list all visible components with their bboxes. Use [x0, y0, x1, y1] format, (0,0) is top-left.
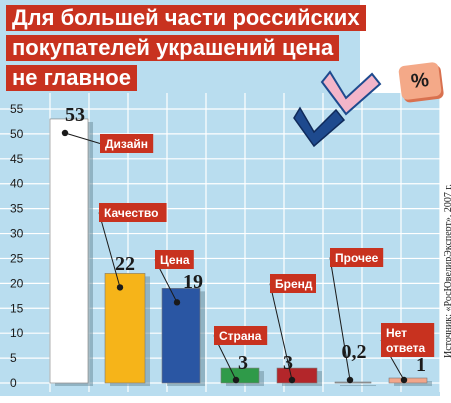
bar-shadow — [394, 381, 432, 386]
category-label: Страна — [219, 329, 262, 343]
category-label-box — [155, 250, 194, 269]
category-label: Бренд — [275, 277, 313, 291]
category-labels: Дизайн Качество Цена Страна Бренд Прочее Нетот… — [64, 132, 435, 381]
category-label: Цена — [160, 253, 190, 267]
leader-line — [98, 212, 121, 288]
bar — [276, 367, 318, 384]
category-label: Качество — [104, 206, 158, 220]
leader-line — [64, 132, 101, 144]
bar — [220, 367, 260, 384]
y-tick-label: 0 — [10, 376, 17, 390]
y-tick-label: 15 — [10, 301, 24, 315]
y-axis-ticks: 0 5 10 15 20 25 30 35 40 45 50 55 — [10, 102, 24, 390]
category-label-box — [100, 134, 154, 153]
percent-badge: % — [398, 61, 442, 101]
chart-title-line-2: покупателей украшений цена — [6, 35, 340, 61]
category-label: Нет — [386, 326, 407, 340]
category-label-box — [330, 248, 384, 267]
y-tick-label: 55 — [10, 102, 24, 116]
arrow-icon — [320, 70, 382, 116]
category-label: ответа — [386, 341, 426, 355]
category-label: Дизайн — [105, 137, 148, 151]
value-label: 0,2 — [342, 341, 367, 363]
decoration — [293, 70, 382, 148]
value-label: 1 — [416, 354, 426, 376]
bar-shadow — [340, 385, 376, 387]
y-tick-label: 5 — [10, 351, 17, 365]
y-tick-label: 45 — [10, 152, 24, 166]
chart-title-line-3: не главное — [6, 65, 137, 91]
category-label-box — [99, 203, 167, 222]
y-tick-label: 50 — [10, 127, 24, 141]
category-label-box — [270, 274, 316, 293]
bar — [104, 273, 146, 384]
bar — [161, 288, 201, 384]
bar — [49, 118, 89, 384]
y-tick-label: 10 — [10, 326, 24, 340]
y-tick-label: 25 — [10, 251, 24, 265]
source-note: Источник: «РосЮвелирЭксперт», 2007 г. — [443, 184, 451, 358]
value-label: 19 — [183, 271, 203, 293]
value-label: 3 — [238, 352, 248, 374]
category-label-box — [214, 326, 268, 345]
bars — [49, 118, 432, 387]
y-tick-label: 30 — [10, 227, 24, 241]
value-label: 53 — [65, 104, 85, 126]
leader-line — [269, 283, 293, 381]
y-tick-label: 20 — [10, 276, 24, 290]
category-label: Прочее — [335, 251, 379, 265]
bar — [334, 381, 372, 384]
y-tick-label: 35 — [10, 202, 24, 216]
value-label: 3 — [283, 352, 293, 374]
bar — [388, 377, 428, 384]
value-labels: 53 22 19 3 3 0,2 1 — [65, 104, 426, 376]
value-label: 22 — [115, 253, 135, 275]
arrow-icon — [293, 106, 346, 148]
chart-title-line-1: Для большей части российских — [6, 5, 366, 31]
category-label-box — [381, 323, 435, 357]
y-tick-label: 40 — [10, 177, 24, 191]
leader-line — [329, 257, 351, 381]
